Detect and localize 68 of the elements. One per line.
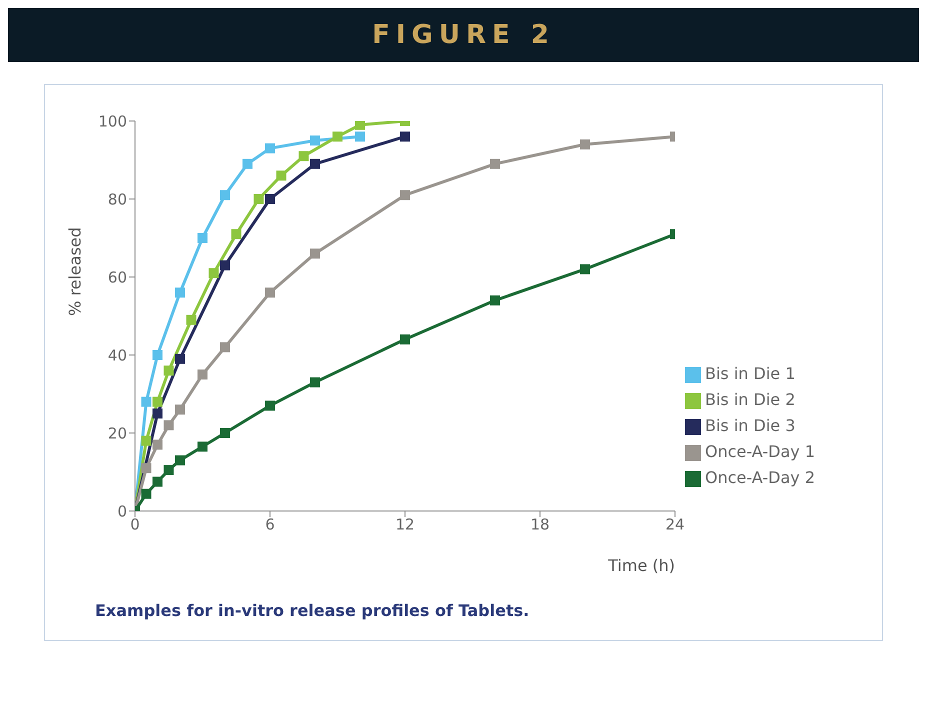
y-tick-label: 60 — [108, 268, 127, 286]
point — [298, 151, 309, 162]
point — [175, 404, 185, 415]
point — [175, 354, 185, 364]
point — [152, 408, 162, 418]
legend-label: Bis in Die 2 — [705, 390, 796, 409]
legend-label: Once-A-Day 1 — [705, 442, 816, 461]
point — [580, 264, 590, 274]
point — [152, 476, 162, 487]
y-tick-label: 80 — [108, 190, 127, 208]
point — [141, 396, 152, 407]
point — [198, 370, 208, 380]
point — [400, 190, 410, 200]
point — [580, 139, 590, 150]
point — [265, 143, 275, 154]
point — [310, 248, 320, 259]
point — [265, 194, 275, 204]
point — [254, 194, 264, 204]
y-tick-label: 100 — [98, 112, 127, 130]
point — [141, 488, 152, 499]
point — [310, 377, 320, 388]
point — [152, 440, 162, 450]
x-tick-label: 18 — [530, 516, 550, 534]
x-tick-label: 24 — [665, 516, 685, 534]
y-tick-label: 20 — [108, 424, 127, 442]
point — [220, 342, 230, 352]
point — [198, 442, 208, 452]
point — [310, 158, 320, 169]
point — [310, 136, 320, 146]
point — [175, 455, 185, 466]
point — [220, 260, 230, 270]
text: Examples for in-vitro release profiles of Tablets. — [95, 601, 530, 620]
point — [265, 288, 275, 298]
point — [152, 350, 162, 360]
x-axis-title: Time (h) — [607, 556, 675, 575]
point — [141, 436, 152, 446]
point — [208, 268, 219, 278]
x-tick-label: 12 — [395, 516, 415, 534]
x-tick-label: 6 — [265, 516, 275, 534]
point — [198, 233, 208, 243]
x-tick-label: 0 — [130, 516, 140, 534]
point — [400, 334, 410, 344]
point — [164, 465, 174, 476]
legend-label: Bis in Die 1 — [705, 364, 796, 383]
point — [400, 132, 410, 142]
point — [490, 295, 500, 306]
point — [164, 420, 174, 430]
y-axis-title: % released — [66, 227, 85, 316]
point — [152, 396, 162, 407]
point — [186, 314, 196, 325]
point — [141, 463, 152, 474]
y-tick-label: 0 — [117, 502, 127, 520]
legend-label: Bis in Die 3 — [705, 416, 796, 435]
point — [265, 400, 275, 411]
legend-label: Once-A-Day 2 — [705, 468, 816, 487]
point — [355, 121, 365, 130]
point — [231, 229, 242, 240]
point — [242, 158, 252, 169]
point — [220, 428, 230, 438]
point — [220, 190, 230, 200]
point — [164, 366, 174, 376]
point — [276, 170, 286, 181]
y-tick-label: 40 — [108, 346, 127, 364]
point — [355, 132, 365, 142]
point — [490, 158, 500, 169]
point — [332, 132, 342, 142]
point — [175, 288, 185, 298]
chart-title: FIGURE 2 — [8, 8, 919, 62]
